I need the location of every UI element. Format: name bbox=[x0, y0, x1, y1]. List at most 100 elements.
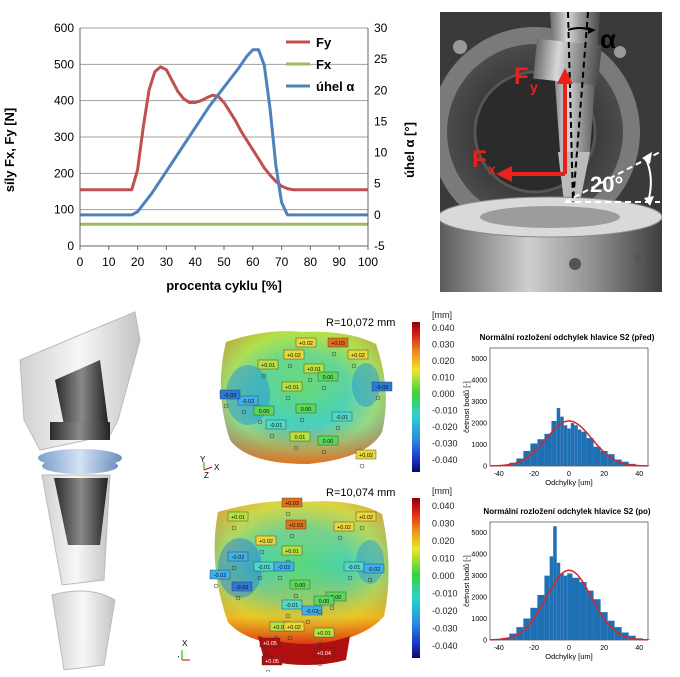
histogram-y-label: četnost bodů [-] bbox=[462, 381, 471, 433]
histogram-x-tick: -20 bbox=[529, 471, 539, 478]
x-tick-label: 0 bbox=[77, 255, 84, 269]
y-right-tick-label: 20 bbox=[374, 83, 388, 97]
y-right-tick-label: 5 bbox=[374, 177, 381, 191]
histogram-bar bbox=[564, 576, 568, 640]
scale-tick-label: -0.020 bbox=[432, 606, 458, 616]
implant-model-illustration bbox=[0, 300, 160, 672]
scale-tick-label: 0.010 bbox=[432, 554, 455, 564]
value-tag: +0.02 bbox=[359, 515, 373, 521]
value-tag: 0.00 bbox=[323, 375, 334, 381]
value-tag: +0.03 bbox=[331, 341, 345, 347]
histogram-bar bbox=[587, 438, 594, 466]
x-tick-label: 60 bbox=[246, 255, 260, 269]
value-tag: -0.02 bbox=[242, 399, 255, 405]
histogram-bar bbox=[567, 428, 571, 466]
x-tick-label: 10 bbox=[102, 255, 116, 269]
fx-subscript: x bbox=[488, 161, 496, 177]
value-tag: +0.02 bbox=[337, 525, 351, 531]
y-axis-left-label: síly Fx, Fy [N] bbox=[2, 108, 17, 193]
scale-tick-label: 0.010 bbox=[432, 373, 455, 383]
histogram-bar bbox=[564, 425, 568, 466]
map1-radius-label: R=10,072 mm bbox=[326, 317, 395, 329]
y-left-tick-label: 300 bbox=[54, 130, 74, 144]
scale-tick-label: -0.030 bbox=[432, 439, 458, 449]
histogram-x-tick: 40 bbox=[635, 471, 643, 478]
value-tag: 0.00 bbox=[301, 407, 312, 413]
histogram-x-tick: 0 bbox=[567, 645, 571, 652]
scale1-unit: [mm] bbox=[432, 310, 452, 320]
y-right-tick-label: 25 bbox=[374, 52, 388, 66]
histogram-bar bbox=[601, 612, 608, 640]
histogram-bar bbox=[580, 582, 587, 640]
y-axis-right-label: úhel α [°] bbox=[402, 122, 417, 178]
value-tag: +0.05 bbox=[265, 659, 279, 665]
scale-tick-label: -0.030 bbox=[432, 624, 458, 634]
scale-tick-label: 0.040 bbox=[432, 323, 455, 333]
scale-tick-label: 0.000 bbox=[432, 571, 455, 581]
map2-axis-x: X bbox=[182, 639, 188, 648]
value-tag: -0.01 bbox=[258, 565, 271, 571]
scale-tick-label: -0.020 bbox=[432, 422, 458, 432]
value-tag: 0.01 bbox=[295, 435, 306, 441]
scale-tick-label: -0.040 bbox=[432, 641, 458, 651]
map1-axis-x: X bbox=[214, 463, 220, 472]
y-left-tick-label: 600 bbox=[54, 21, 74, 35]
histogram-bar bbox=[537, 439, 544, 466]
value-tag: -0.01 bbox=[270, 423, 283, 429]
histogram-y-tick: 5000 bbox=[471, 530, 487, 537]
histogram-bar bbox=[578, 430, 582, 466]
value-tag: +0.01 bbox=[317, 631, 331, 637]
histogram-x-label: Odchylky [um] bbox=[545, 478, 593, 487]
value-tag: +0.02 bbox=[287, 353, 301, 359]
histogram-after: Normální rozložení odchylek hlavice S2 (… bbox=[462, 507, 651, 661]
scale-tick-label: 0.040 bbox=[432, 501, 455, 511]
value-tag: -0.02 bbox=[306, 609, 319, 615]
angle-label: 20° bbox=[590, 172, 623, 197]
scale-tick-label: -0.040 bbox=[432, 455, 458, 465]
value-tag: +0.02 bbox=[259, 539, 273, 545]
value-tag: +0.01 bbox=[231, 515, 245, 521]
y-left-tick-label: 500 bbox=[54, 57, 74, 71]
y-left-tick-label: 200 bbox=[54, 166, 74, 180]
map2-radius-label: R=10,074 mm bbox=[326, 487, 395, 499]
histogram-x-label: Odchylky [um] bbox=[545, 652, 593, 661]
measure-point bbox=[360, 464, 364, 468]
histogram-x-tick: -20 bbox=[529, 645, 539, 652]
histogram-bar bbox=[573, 578, 580, 640]
y-left-tick-label: 400 bbox=[54, 94, 74, 108]
histogram-bar bbox=[594, 599, 601, 640]
value-tag: 0.00 bbox=[259, 409, 270, 415]
value-tag: -0.01 bbox=[286, 603, 299, 609]
fy-subscript: y bbox=[530, 79, 538, 95]
legend-label-0: Fy bbox=[316, 35, 332, 50]
histogram-bar bbox=[560, 573, 564, 640]
x-tick-label: 100 bbox=[358, 255, 378, 269]
scale-tick-label: 0.020 bbox=[432, 536, 455, 546]
histogram-x-tick: -40 bbox=[494, 471, 504, 478]
scale2-ticks: 0.040 0.030 0.020 0.010 0.000 -0.010 -0.020 -0.… bbox=[432, 501, 458, 651]
map1-axis-y: Y bbox=[200, 455, 206, 464]
x-tick-label: 20 bbox=[131, 255, 145, 269]
y-left-tick-label: 0 bbox=[67, 239, 74, 253]
value-tag: +0.01 bbox=[261, 363, 275, 369]
histogram-bar bbox=[601, 451, 608, 466]
x-tick-label: 80 bbox=[304, 255, 318, 269]
value-tag: -0.03 bbox=[236, 585, 249, 591]
histogram-bar bbox=[574, 425, 578, 466]
value-tag: -0.01 bbox=[348, 565, 361, 571]
scale-tick-label: -0.010 bbox=[432, 589, 458, 599]
y-left-tick-label: 100 bbox=[54, 203, 74, 217]
scale1-ticks: 0.0400.0300.0200.0100.000-0.010-0.020-0.… bbox=[432, 323, 458, 465]
value-tag: +0.02 bbox=[299, 341, 313, 347]
map2-axis-y: Y bbox=[178, 655, 180, 664]
value-tag: +0.02 bbox=[359, 453, 373, 459]
histogram-y-tick: 0 bbox=[483, 464, 487, 471]
scale-tick-label: 0.030 bbox=[432, 340, 455, 350]
histogram-bar bbox=[557, 563, 561, 640]
value-tag: +0.01 bbox=[285, 385, 299, 391]
y-right-tick-label: 0 bbox=[374, 208, 381, 222]
value-tag: -0.03 bbox=[376, 385, 389, 391]
scale-tick-label: 0.030 bbox=[432, 519, 455, 529]
map1-axis-z: Z bbox=[204, 471, 209, 480]
